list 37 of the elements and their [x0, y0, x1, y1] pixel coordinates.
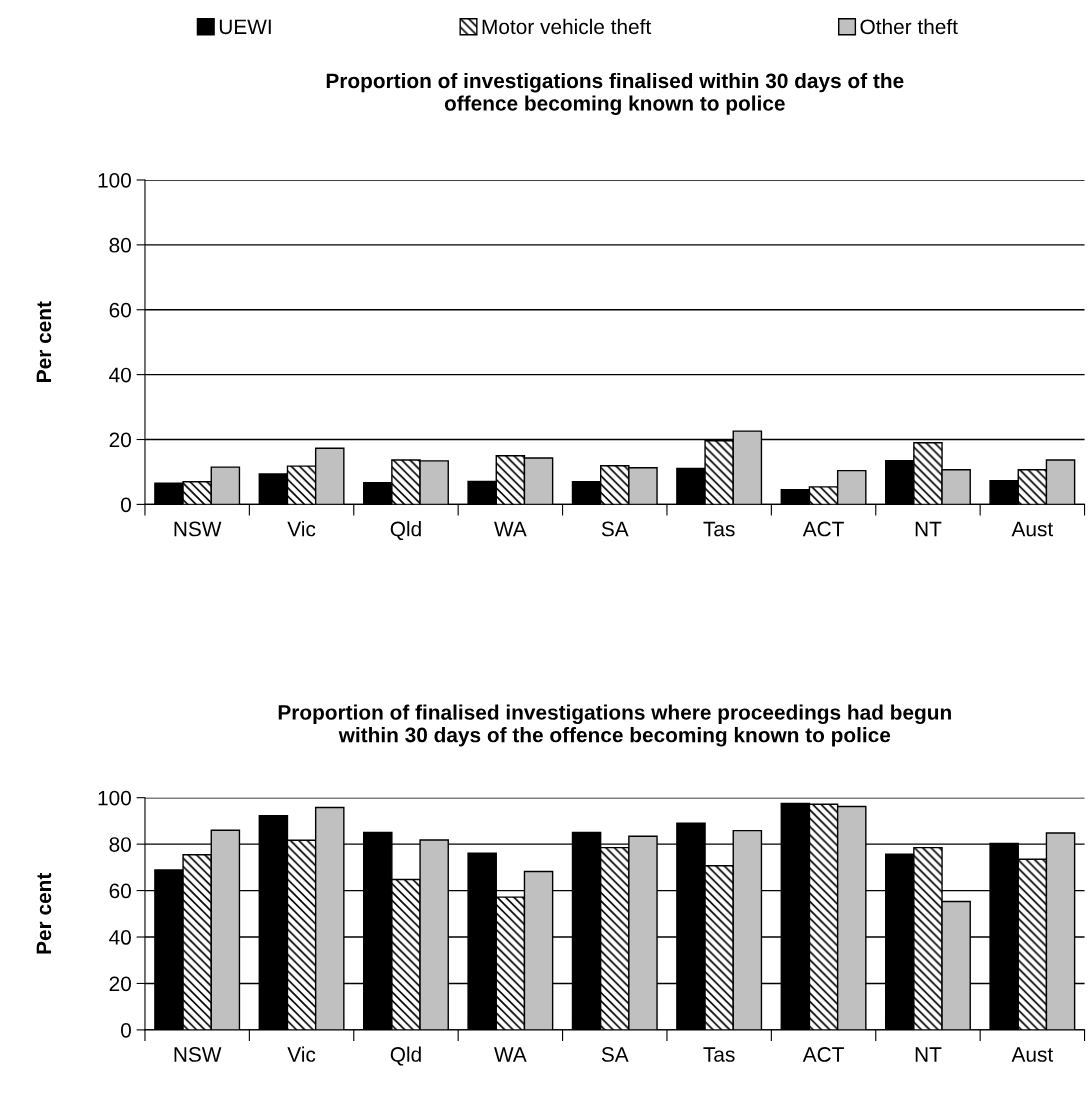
x-tick-label: SA — [601, 1047, 629, 1062]
y-tick-label: 0 — [121, 497, 131, 513]
chart-title: Proportion of finalised investigations where proceedings had begun within 30 days of the offence becoming known to police — [278, 704, 951, 747]
y-tick-label: 40 — [109, 930, 131, 945]
x-tick-label: ACT — [802, 521, 844, 537]
x-tick-label: NT — [915, 1047, 942, 1062]
legend-label: Other theft — [860, 18, 958, 35]
y-axis-title: Per cent — [36, 872, 52, 954]
chart-title: Proportion of investigations finalised within 30 days of the offence becoming known to police — [326, 72, 904, 115]
y-tick-label: 20 — [109, 432, 131, 448]
x-tick-label: Aust — [1011, 1047, 1054, 1062]
x-tick-label: WA — [494, 521, 527, 537]
x-tick-label: SA — [601, 521, 629, 537]
x-tick-label: Qld — [390, 521, 421, 541]
x-tick-label: Tas — [703, 1047, 735, 1062]
x-tick-label: NT — [915, 521, 942, 537]
x-tick-label: Qld — [390, 1046, 421, 1066]
x-tick-label: Tas — [703, 521, 735, 537]
x-tick-label: Vic — [287, 1046, 316, 1062]
x-tick-label: Vic — [287, 521, 316, 537]
y-tick-label: 0 — [121, 1022, 131, 1038]
x-tick-label: WA — [494, 1047, 527, 1062]
y-tick-label: 20 — [109, 976, 131, 992]
x-tick-label: Aust — [1011, 521, 1054, 537]
y-tick-label: 80 — [109, 237, 131, 253]
y-tick-label: 100 — [98, 790, 131, 806]
y-tick-label: 60 — [109, 883, 131, 899]
y-tick-label: 60 — [109, 302, 131, 318]
y-tick-label: 40 — [109, 367, 131, 383]
legend-label: Motor vehicle theft — [482, 18, 652, 35]
legend-label: UEWI — [219, 19, 271, 35]
y-tick-label: 80 — [109, 837, 131, 852]
y-axis-title: Per cent — [36, 301, 52, 382]
x-tick-label: NSW — [174, 1047, 222, 1062]
y-tick-label: 100 — [98, 172, 131, 188]
x-tick-label: NSW — [174, 521, 222, 537]
x-tick-label: ACT — [802, 1047, 844, 1062]
